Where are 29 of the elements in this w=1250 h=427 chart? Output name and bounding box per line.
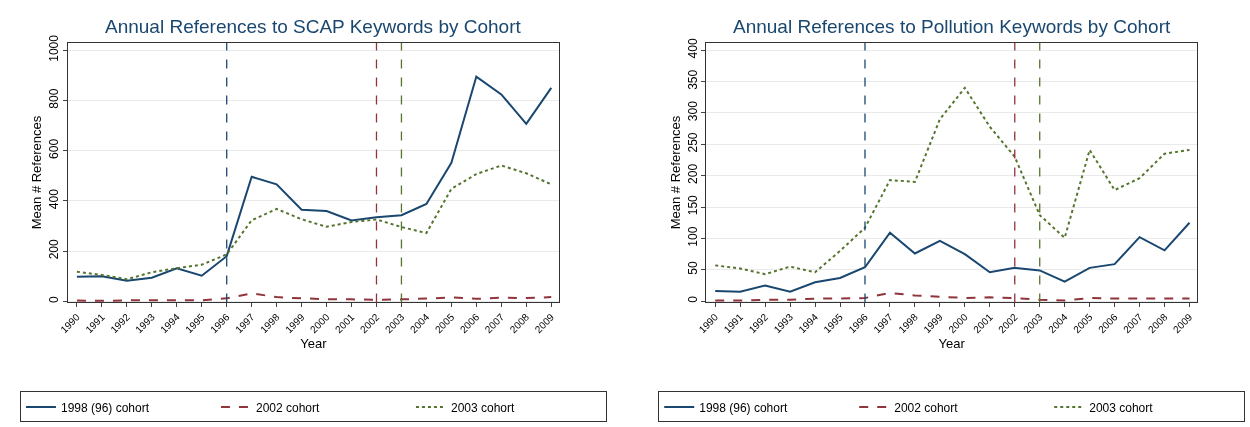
y-tick-label: 150: [685, 194, 700, 216]
line-series: [714, 291, 1191, 302]
y-tick-label: 300: [685, 100, 700, 122]
legend-label: 2003 cohort: [1089, 400, 1154, 415]
legend-label: 2002 cohort: [255, 400, 320, 415]
x-axis-title: Year: [938, 335, 966, 351]
y-axis-title: Mean # References: [29, 115, 45, 230]
y-tick-label: 800: [47, 88, 62, 109]
y-tick-label: 400: [47, 188, 62, 210]
legend-label: 1998 (96) cohort: [60, 400, 150, 415]
y-tick-label: 100: [685, 226, 700, 247]
y-tick-label: 1000: [47, 34, 62, 62]
y-axis-title: Mean # References: [667, 115, 683, 230]
line-series: [75, 292, 553, 302]
legend-label: 2003 cohort: [450, 400, 515, 415]
legend-label: 2002 cohort: [894, 400, 959, 415]
x-axis-title: Year: [300, 335, 328, 351]
y-tick-label: 350: [685, 69, 700, 90]
y-tick-label: 50: [685, 260, 700, 275]
y-tick-label: 0: [47, 295, 62, 303]
y-tick-label: 0: [685, 295, 700, 303]
legend-label: 1998 (96) cohort: [699, 400, 788, 415]
y-tick-label: 250: [685, 132, 700, 153]
y-tick-label: 400: [685, 38, 700, 59]
y-tick-label: 600: [47, 138, 62, 159]
chart-title: Annual References to SCAP Keywords by Cohort: [105, 16, 522, 37]
y-tick-label: 200: [685, 163, 700, 184]
chart-title: Annual References to Pollution Keywords by Cohort: [733, 16, 1171, 37]
y-tick-label: 200: [47, 239, 62, 260]
